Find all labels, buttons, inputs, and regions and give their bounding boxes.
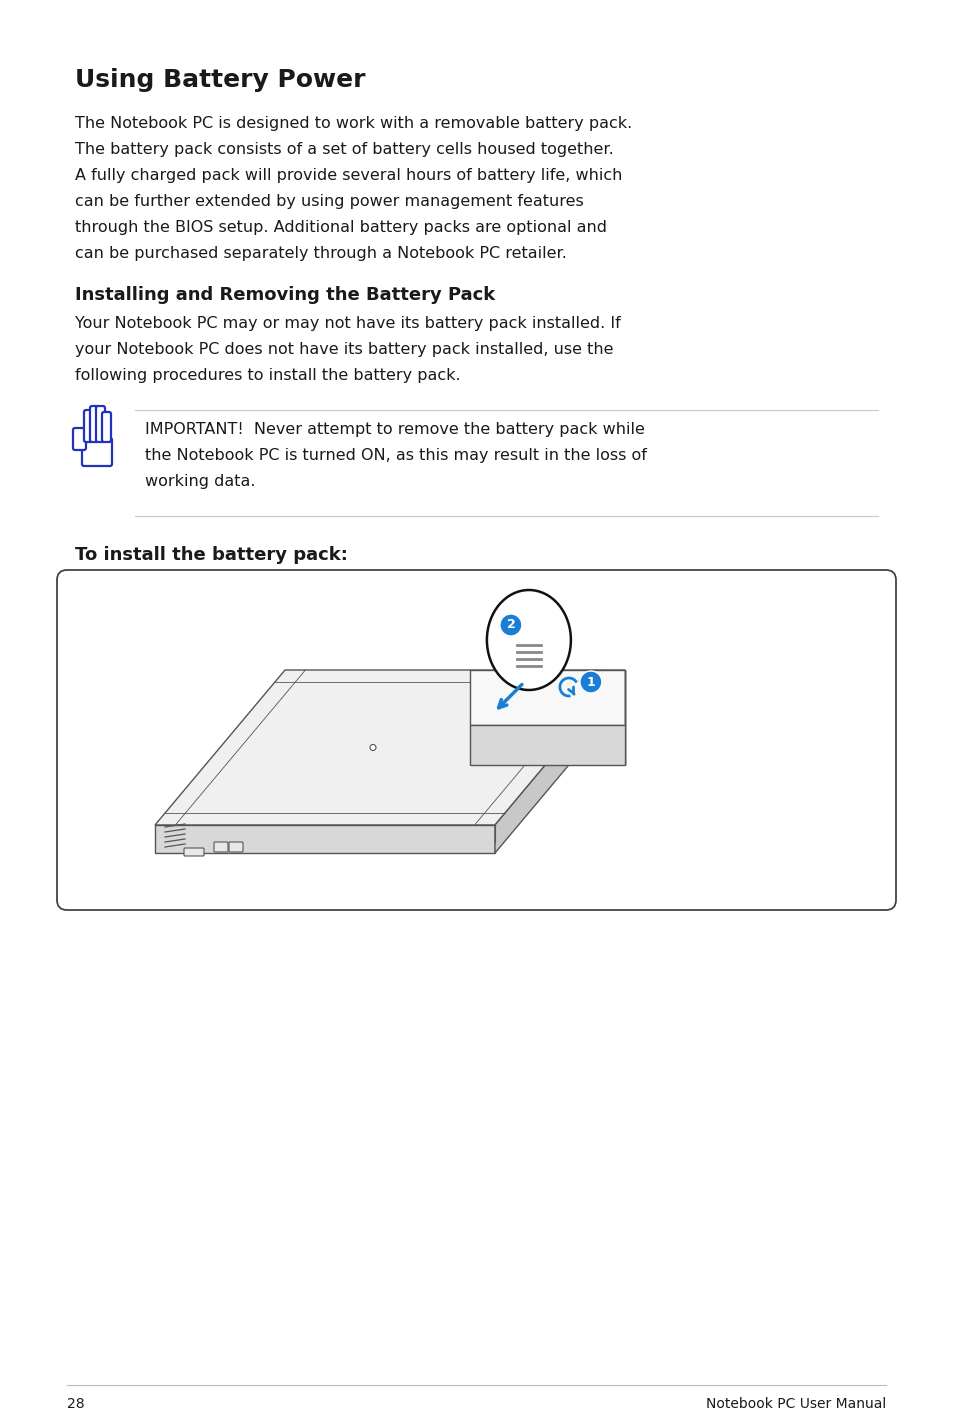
Text: 28: 28 (67, 1397, 85, 1411)
FancyBboxPatch shape (102, 413, 111, 442)
Text: your Notebook PC does not have its battery pack installed, use the: your Notebook PC does not have its batte… (75, 342, 613, 357)
Text: Notebook PC User Manual: Notebook PC User Manual (705, 1397, 885, 1411)
FancyBboxPatch shape (213, 842, 228, 852)
Polygon shape (470, 669, 624, 725)
Circle shape (579, 671, 601, 693)
FancyBboxPatch shape (90, 406, 99, 442)
Polygon shape (154, 825, 495, 854)
FancyBboxPatch shape (96, 406, 105, 442)
FancyBboxPatch shape (82, 438, 112, 467)
Ellipse shape (486, 590, 570, 691)
FancyBboxPatch shape (73, 428, 86, 450)
FancyBboxPatch shape (84, 410, 92, 442)
Text: 2: 2 (506, 618, 515, 631)
Polygon shape (470, 725, 624, 764)
Text: can be purchased separately through a Notebook PC retailer.: can be purchased separately through a No… (75, 245, 566, 261)
Text: through the BIOS setup. Additional battery packs are optional and: through the BIOS setup. Additional batte… (75, 220, 606, 235)
FancyBboxPatch shape (57, 570, 895, 910)
Circle shape (499, 614, 521, 637)
Text: Using Battery Power: Using Battery Power (75, 68, 365, 92)
Text: IMPORTANT!  Never attempt to remove the battery pack while: IMPORTANT! Never attempt to remove the b… (145, 423, 644, 437)
Polygon shape (154, 669, 624, 825)
Text: Your Notebook PC may or may not have its battery pack installed. If: Your Notebook PC may or may not have its… (75, 316, 620, 330)
Text: can be further extended by using power management features: can be further extended by using power m… (75, 194, 583, 208)
Text: working data.: working data. (145, 474, 255, 489)
FancyBboxPatch shape (184, 848, 204, 856)
Text: following procedures to install the battery pack.: following procedures to install the batt… (75, 369, 460, 383)
Circle shape (370, 744, 375, 750)
Text: the Notebook PC is turned ON, as this may result in the loss of: the Notebook PC is turned ON, as this ma… (145, 448, 646, 464)
Text: Installing and Removing the Battery Pack: Installing and Removing the Battery Pack (75, 286, 495, 303)
FancyBboxPatch shape (229, 842, 243, 852)
Text: 1: 1 (586, 675, 595, 689)
Polygon shape (495, 669, 624, 854)
Text: To install the battery pack:: To install the battery pack: (75, 546, 348, 564)
Text: A fully charged pack will provide several hours of battery life, which: A fully charged pack will provide severa… (75, 167, 621, 183)
Text: The battery pack consists of a set of battery cells housed together.: The battery pack consists of a set of ba… (75, 142, 613, 157)
Text: The Notebook PC is designed to work with a removable battery pack.: The Notebook PC is designed to work with… (75, 116, 632, 130)
